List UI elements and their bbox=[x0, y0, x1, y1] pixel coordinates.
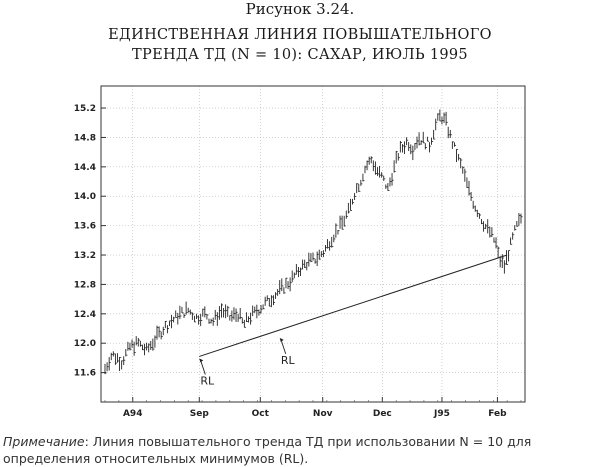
grid-lines bbox=[101, 86, 525, 402]
td-trend-line bbox=[199, 254, 508, 357]
y-tick-label: 11.6 bbox=[74, 369, 96, 379]
annotation-label: RL bbox=[200, 374, 215, 387]
annotations: RL RL bbox=[199, 337, 296, 387]
annotation-arrow bbox=[280, 338, 287, 355]
annotation-arrowhead bbox=[279, 337, 284, 342]
y-tick-label: 12.0 bbox=[74, 339, 96, 349]
x-tick-label: A94 bbox=[123, 409, 143, 419]
plot-frame bbox=[100, 85, 526, 403]
x-axis: A94 Sep Oct Nov Dec J95 Feb bbox=[104, 397, 522, 419]
x-tick-label: Nov bbox=[313, 409, 333, 419]
chart-title-line-2: ТРЕНДА ТД (N = 10): САХАР, ИЮЛЬ 1995 bbox=[132, 47, 468, 63]
annotation-arrow bbox=[199, 359, 206, 375]
y-axis: 11.6 12.0 12.4 12.8 13.2 13.6 14.0 14.4 14.8 15.2 bbox=[74, 104, 106, 379]
y-tick-label: 12.4 bbox=[74, 310, 96, 320]
x-tick-label: Sep bbox=[190, 409, 210, 419]
y-tick-label: 15.2 bbox=[74, 104, 96, 114]
chart-title-line-1: ЕДИНСТВЕННАЯ ЛИНИЯ ПОВЫШАТЕЛЬНОГО bbox=[108, 27, 492, 43]
y-tick-label: 13.6 bbox=[74, 222, 96, 232]
chart: 11.6 12.0 12.4 12.8 13.2 13.6 14.0 14.4 14.8 15.2… bbox=[74, 85, 526, 419]
figure-label: Рисунок 3.24. bbox=[245, 0, 355, 18]
y-tick-label: 12.8 bbox=[74, 280, 96, 290]
y-tick-label: 14.4 bbox=[74, 163, 96, 173]
price-bars bbox=[104, 109, 523, 375]
note-lead: Примечание bbox=[3, 434, 85, 449]
x-tick-label: Feb bbox=[488, 409, 507, 419]
y-tick-label: 14.0 bbox=[74, 192, 96, 202]
chart-title: ЕДИНСТВЕННАЯ ЛИНИЯ ПОВЫШАТЕЛЬНОГО ТРЕНДА… bbox=[40, 25, 560, 65]
note: Примечание: Линия повышательного тренда … bbox=[3, 433, 598, 467]
x-tick-label: Dec bbox=[373, 409, 392, 419]
x-tick-label: J95 bbox=[433, 409, 450, 419]
note-text: : Линия повышательного тренда ТД при исп… bbox=[3, 434, 532, 466]
y-tick-label: 13.2 bbox=[74, 251, 96, 261]
x-tick-label: Oct bbox=[252, 409, 270, 419]
y-tick-label: 14.8 bbox=[74, 133, 96, 143]
annotation-label: RL bbox=[281, 354, 296, 367]
annotation-arrowhead bbox=[199, 358, 204, 363]
